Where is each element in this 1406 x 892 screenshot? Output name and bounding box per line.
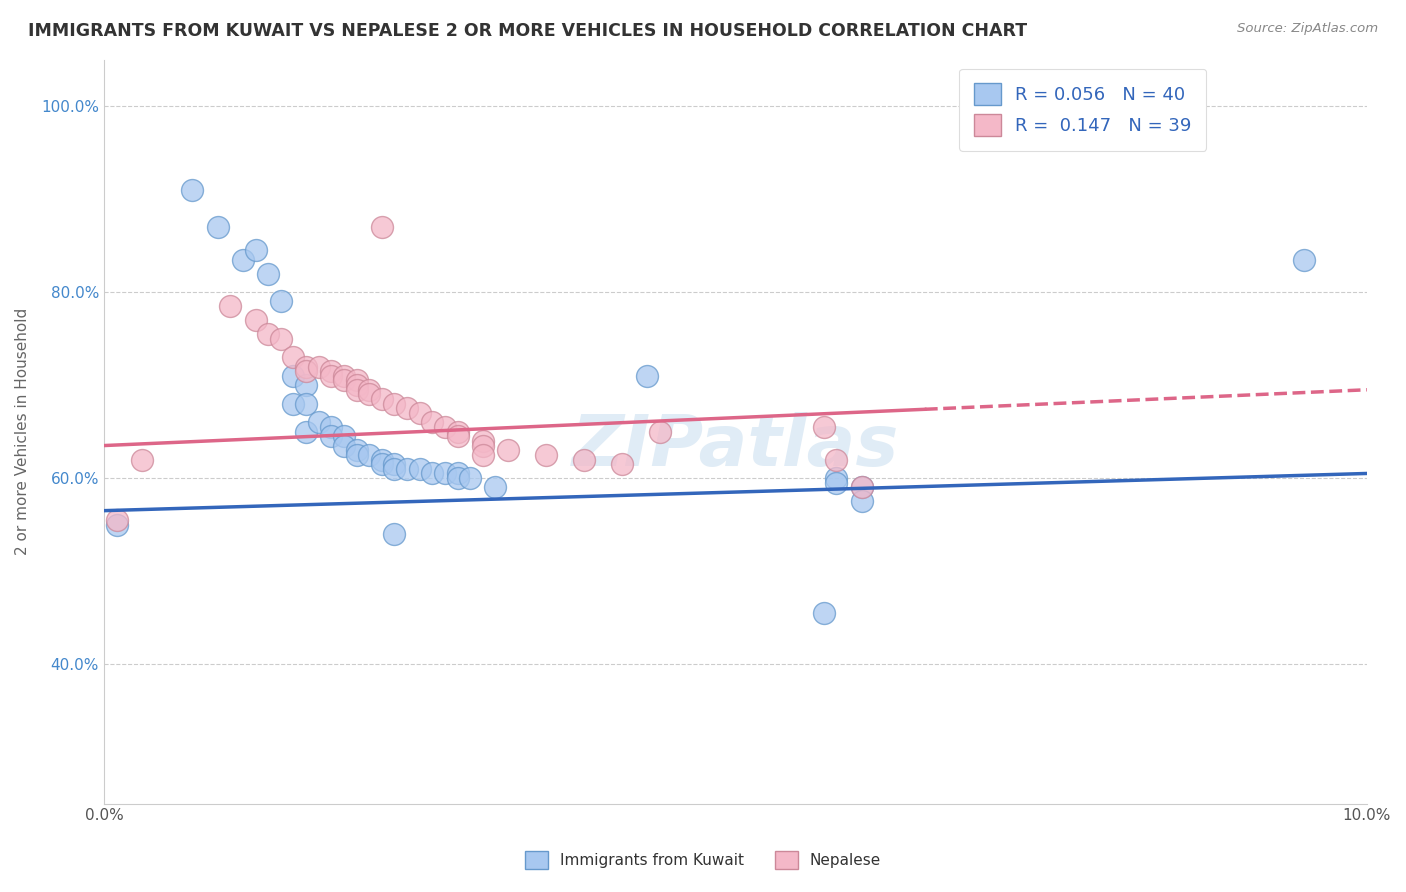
- Point: [446, 429, 468, 443]
- Point: [813, 606, 835, 620]
- Point: [295, 378, 318, 392]
- Point: [471, 439, 494, 453]
- Point: [321, 420, 343, 434]
- Point: [384, 397, 406, 411]
- Text: Source: ZipAtlas.com: Source: ZipAtlas.com: [1237, 22, 1378, 36]
- Y-axis label: 2 or more Vehicles in Household: 2 or more Vehicles in Household: [15, 308, 30, 555]
- Point: [295, 359, 318, 374]
- Point: [207, 219, 229, 234]
- Point: [371, 219, 394, 234]
- Point: [636, 368, 658, 383]
- Point: [359, 448, 381, 462]
- Point: [384, 462, 406, 476]
- Point: [346, 374, 368, 388]
- Point: [813, 420, 835, 434]
- Point: [105, 517, 128, 532]
- Point: [458, 471, 481, 485]
- Point: [257, 326, 280, 341]
- Point: [371, 392, 394, 406]
- Point: [359, 387, 381, 401]
- Point: [396, 401, 419, 416]
- Point: [384, 457, 406, 471]
- Point: [420, 467, 443, 481]
- Point: [333, 429, 356, 443]
- Point: [131, 452, 153, 467]
- Point: [433, 420, 456, 434]
- Point: [346, 448, 368, 462]
- Point: [420, 415, 443, 429]
- Point: [321, 364, 343, 378]
- Point: [408, 406, 430, 420]
- Point: [346, 443, 368, 458]
- Point: [346, 383, 368, 397]
- Point: [232, 252, 254, 267]
- Point: [245, 313, 267, 327]
- Point: [295, 364, 318, 378]
- Point: [648, 425, 671, 439]
- Point: [496, 443, 519, 458]
- Point: [219, 299, 242, 313]
- Point: [257, 267, 280, 281]
- Point: [408, 462, 430, 476]
- Point: [295, 425, 318, 439]
- Point: [446, 467, 468, 481]
- Point: [851, 480, 873, 494]
- Point: [308, 415, 330, 429]
- Legend: R = 0.056   N = 40, R =  0.147   N = 39: R = 0.056 N = 40, R = 0.147 N = 39: [959, 69, 1206, 151]
- Point: [384, 527, 406, 541]
- Point: [572, 452, 595, 467]
- Point: [295, 397, 318, 411]
- Point: [433, 467, 456, 481]
- Point: [396, 462, 419, 476]
- Point: [371, 457, 394, 471]
- Point: [371, 452, 394, 467]
- Point: [484, 480, 506, 494]
- Point: [534, 448, 557, 462]
- Text: ZIPatlas: ZIPatlas: [572, 412, 898, 481]
- Point: [446, 471, 468, 485]
- Point: [283, 397, 305, 411]
- Legend: Immigrants from Kuwait, Nepalese: Immigrants from Kuwait, Nepalese: [519, 845, 887, 875]
- Point: [825, 471, 848, 485]
- Point: [825, 475, 848, 490]
- Point: [610, 457, 633, 471]
- Point: [446, 425, 468, 439]
- Point: [333, 368, 356, 383]
- Point: [333, 374, 356, 388]
- Point: [321, 429, 343, 443]
- Point: [333, 439, 356, 453]
- Point: [270, 294, 292, 309]
- Point: [359, 383, 381, 397]
- Point: [1292, 252, 1315, 267]
- Point: [181, 183, 204, 197]
- Point: [245, 244, 267, 258]
- Point: [471, 448, 494, 462]
- Point: [851, 480, 873, 494]
- Point: [471, 434, 494, 448]
- Point: [283, 368, 305, 383]
- Point: [283, 350, 305, 364]
- Point: [346, 378, 368, 392]
- Point: [105, 513, 128, 527]
- Text: IMMIGRANTS FROM KUWAIT VS NEPALESE 2 OR MORE VEHICLES IN HOUSEHOLD CORRELATION C: IMMIGRANTS FROM KUWAIT VS NEPALESE 2 OR …: [28, 22, 1028, 40]
- Point: [308, 359, 330, 374]
- Point: [851, 494, 873, 508]
- Point: [270, 332, 292, 346]
- Point: [321, 368, 343, 383]
- Point: [825, 452, 848, 467]
